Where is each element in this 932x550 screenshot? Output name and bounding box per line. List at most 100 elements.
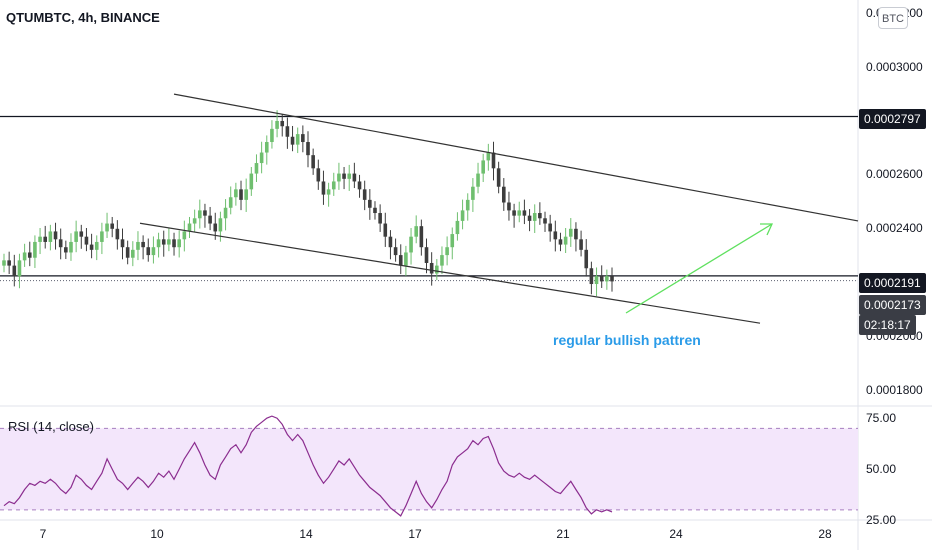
candle-body — [275, 120, 279, 129]
candle-body — [203, 210, 207, 216]
candle-body — [321, 181, 326, 195]
candle-body — [234, 189, 238, 198]
rsi-tick-label: 50.00 — [866, 462, 896, 476]
candle-body — [311, 155, 315, 169]
candle-body — [316, 168, 321, 182]
candle-body — [388, 236, 393, 248]
candle-body — [89, 244, 94, 250]
candle-body — [69, 241, 73, 253]
x-tick-label: 21 — [556, 527, 570, 541]
candle-body — [270, 128, 274, 143]
candle-body — [548, 223, 552, 232]
candle-body — [244, 189, 248, 200]
candle-body — [259, 152, 264, 164]
candle-body — [440, 255, 444, 266]
candle-body — [393, 247, 398, 256]
support-price-tag: 0.0002191 — [859, 273, 926, 293]
resistance-price-tag: 0.0002797 — [859, 109, 926, 129]
candle-body — [141, 241, 145, 248]
candle-body — [2, 260, 6, 266]
candle-body — [290, 136, 295, 145]
candle-body — [368, 199, 372, 208]
candle-body — [264, 142, 269, 153]
candle-body — [610, 276, 614, 282]
candle-body — [486, 152, 491, 161]
candle-body — [177, 239, 181, 248]
candle-body — [465, 199, 470, 211]
candle-body — [161, 239, 166, 245]
candle-body — [398, 255, 403, 266]
candle-body — [574, 228, 578, 240]
candle-body — [208, 215, 212, 224]
candle-body — [115, 228, 120, 240]
candle-body — [584, 249, 589, 269]
candle-body — [84, 236, 89, 245]
x-tick-label: 14 — [299, 527, 313, 541]
y-tick-label: 0.0001800 — [866, 383, 923, 397]
candle-body — [172, 239, 176, 248]
rsi-line — [3, 415, 613, 517]
rsi-tick-label: 75.00 — [866, 411, 896, 425]
x-tick-label: 7 — [40, 527, 47, 541]
bar-countdown-tag: 02:18:17 — [859, 315, 916, 335]
candle-body — [419, 226, 424, 248]
candle-body — [146, 247, 151, 256]
candle-body — [383, 223, 388, 237]
candle-body — [17, 260, 22, 277]
candle-body — [460, 210, 465, 221]
candle-body — [213, 223, 218, 232]
candle-body — [280, 120, 285, 127]
candle-body — [342, 173, 346, 179]
candle-body — [33, 241, 37, 258]
candle-body — [424, 247, 429, 263]
candle-body — [512, 210, 516, 216]
rsi-band — [0, 428, 858, 510]
candle-body — [501, 186, 506, 203]
candle-body — [249, 173, 254, 190]
candle-body — [507, 202, 511, 211]
candle-body — [347, 173, 352, 179]
currency-button[interactable]: BTC — [878, 7, 908, 29]
candle-body — [58, 239, 63, 248]
candle-body — [352, 173, 357, 182]
candle-body — [105, 223, 109, 232]
candle-body — [450, 234, 455, 248]
candle-body — [538, 213, 542, 219]
last-price-tag: 0.0002173 — [859, 295, 926, 315]
candle-body — [228, 197, 233, 208]
candle-body — [594, 276, 599, 285]
candle-body — [151, 247, 156, 256]
candle-body — [378, 213, 382, 224]
candle-body — [563, 236, 568, 245]
candle-body — [455, 220, 460, 235]
candle-body — [100, 231, 104, 242]
candle-body — [301, 134, 305, 143]
candle-body — [481, 160, 485, 174]
candle-body — [568, 228, 573, 237]
candle-body — [517, 210, 522, 216]
candle-body — [48, 231, 53, 242]
candle-body — [192, 218, 197, 224]
candle-body — [74, 231, 78, 242]
candle-body — [197, 210, 202, 219]
candle-body — [79, 231, 84, 237]
candle-body — [522, 210, 527, 216]
candle-body — [182, 231, 187, 240]
candle-body — [38, 236, 42, 242]
y-tick-label: 0.0002400 — [866, 221, 923, 235]
candle-body — [295, 134, 300, 145]
candle-body — [543, 218, 547, 224]
bullish-annotation: regular bullish pattren — [553, 332, 701, 348]
candle-body — [285, 126, 290, 137]
candle-body — [125, 247, 130, 258]
candle-body — [362, 189, 367, 200]
x-tick-label: 10 — [150, 527, 164, 541]
x-tick-label: 24 — [669, 527, 683, 541]
candle-body — [64, 247, 68, 253]
candle-body — [491, 152, 496, 169]
candle-body — [471, 186, 475, 200]
candle-body — [22, 252, 27, 261]
candle-body — [429, 262, 434, 274]
candle-body — [605, 276, 609, 282]
